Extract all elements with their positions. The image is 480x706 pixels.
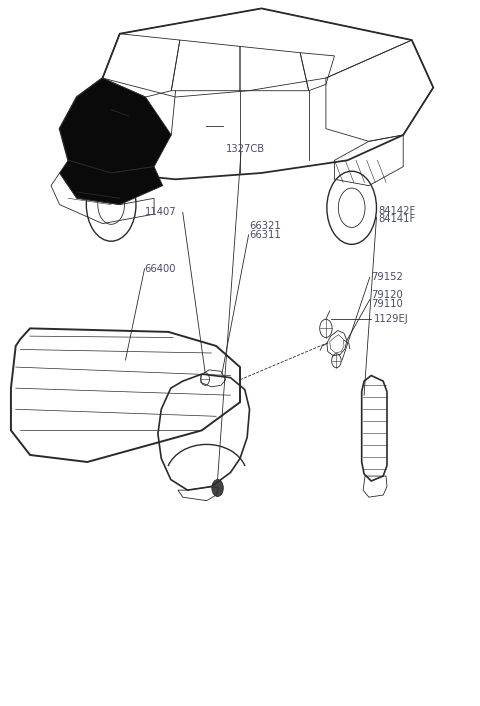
Polygon shape xyxy=(60,160,163,205)
Text: 79152: 79152 xyxy=(371,272,403,282)
Text: 1327CB: 1327CB xyxy=(226,144,265,154)
Text: 66400: 66400 xyxy=(144,263,176,274)
Text: 79120: 79120 xyxy=(371,290,403,300)
Polygon shape xyxy=(60,78,171,173)
Text: 84141F: 84141F xyxy=(378,215,416,225)
Text: 66321: 66321 xyxy=(250,222,281,232)
Text: 1129EJ: 1129EJ xyxy=(373,314,408,324)
Text: 11407: 11407 xyxy=(144,208,176,217)
Text: 79110: 79110 xyxy=(371,299,403,309)
Text: 84142F: 84142F xyxy=(378,206,416,216)
Circle shape xyxy=(212,479,223,496)
Text: 66311: 66311 xyxy=(250,230,281,240)
